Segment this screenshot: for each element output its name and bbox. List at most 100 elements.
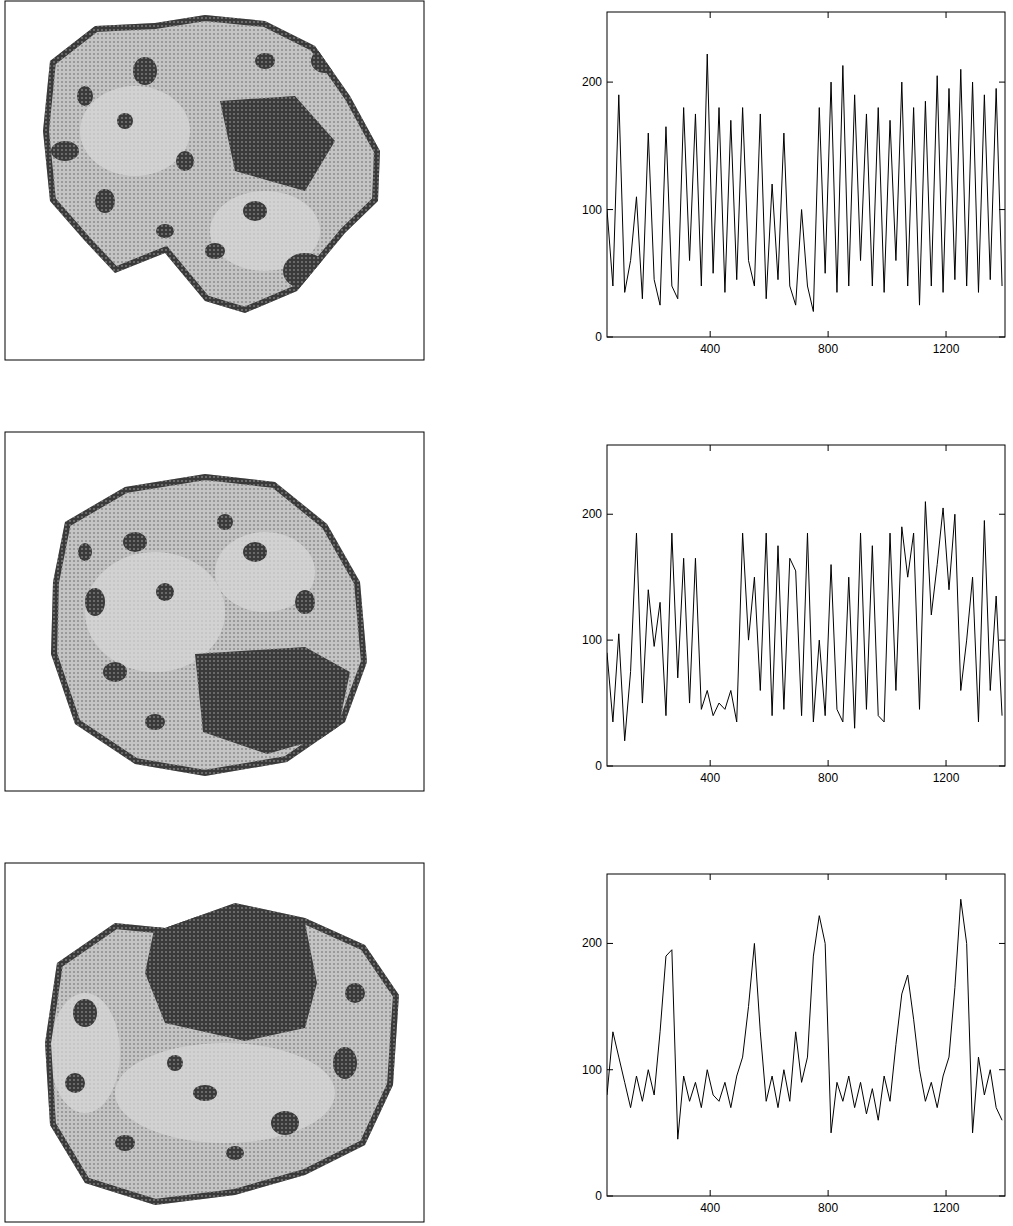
x-tick xyxy=(710,760,711,766)
dark-spot xyxy=(103,662,127,682)
y-tick-right xyxy=(999,766,1005,767)
nucleus-texture xyxy=(51,49,339,289)
x-tick xyxy=(828,760,829,766)
nucleus-texture xyxy=(50,908,365,1160)
x-tick xyxy=(946,331,947,337)
dark-spot xyxy=(243,201,267,221)
x-tick-top xyxy=(946,874,947,880)
dark-spot xyxy=(95,189,115,213)
image-frame xyxy=(5,432,424,791)
y-tick-label: 200 xyxy=(582,75,602,89)
nucleus-rim xyxy=(43,15,380,313)
dark-spot xyxy=(193,1085,217,1101)
x-tick-top xyxy=(946,12,947,18)
x-tick xyxy=(828,1190,829,1196)
x-tick-top xyxy=(828,874,829,880)
y-tick-right xyxy=(999,1069,1005,1070)
x-tick xyxy=(946,1190,947,1196)
x-tick-label: 800 xyxy=(818,771,838,785)
x-tick xyxy=(946,760,947,766)
plot-area xyxy=(607,12,1005,337)
series-line xyxy=(607,502,1002,741)
dark-spot xyxy=(226,1146,244,1160)
dark-spot xyxy=(133,57,157,85)
y-tick xyxy=(607,1196,613,1197)
dark-spot xyxy=(156,583,174,601)
dark-spot xyxy=(73,999,97,1027)
x-tick-label: 400 xyxy=(700,342,720,356)
y-tick-right xyxy=(999,514,1005,515)
y-tick xyxy=(607,514,613,515)
image-frame xyxy=(5,1,424,360)
x-tick xyxy=(710,1190,711,1196)
y-tick xyxy=(607,640,613,641)
plot-frame xyxy=(607,445,1005,766)
dark-spot xyxy=(243,542,267,562)
dark-spot xyxy=(65,1073,85,1093)
dark-spot xyxy=(167,1055,183,1071)
dark-spot xyxy=(145,714,165,730)
dark-spot xyxy=(205,243,225,259)
cell-image xyxy=(5,1,424,360)
x-tick-top xyxy=(710,12,711,18)
cell-image xyxy=(5,432,424,791)
dark-spot xyxy=(333,1047,357,1079)
x-tick-top xyxy=(946,445,947,451)
y-tick xyxy=(607,337,613,338)
nucleus-texture xyxy=(78,514,350,754)
y-tick xyxy=(607,209,613,210)
light-region xyxy=(115,1043,335,1143)
dark-region xyxy=(220,96,335,191)
y-tick-label: 100 xyxy=(582,633,602,647)
y-tick-label: 200 xyxy=(582,507,602,521)
x-tick-label: 400 xyxy=(700,1201,720,1215)
dark-spot xyxy=(176,151,194,171)
plot-frame xyxy=(607,874,1005,1196)
y-tick-right xyxy=(999,1196,1005,1197)
dark-spot xyxy=(115,1135,135,1151)
x-tick xyxy=(710,331,711,337)
y-tick-right xyxy=(999,337,1005,338)
cell-image xyxy=(5,863,424,1222)
x-tick-label: 800 xyxy=(818,1201,838,1215)
light-region xyxy=(80,86,190,176)
x-tick-top xyxy=(828,12,829,18)
x-tick xyxy=(828,331,829,337)
x-tick-label: 1200 xyxy=(933,771,960,785)
y-tick-right xyxy=(999,209,1005,210)
x-tick-label: 1200 xyxy=(933,1201,960,1215)
line-chart: 40080012000100200 xyxy=(582,445,1005,785)
dark-spot xyxy=(78,543,92,561)
x-tick-top xyxy=(710,874,711,880)
y-tick-right xyxy=(999,82,1005,83)
y-tick-label: 0 xyxy=(595,1189,602,1203)
dark-region xyxy=(195,647,350,754)
dark-spot xyxy=(117,113,133,129)
series-group xyxy=(607,899,1002,1139)
y-tick xyxy=(607,1069,613,1070)
dark-spot xyxy=(217,514,233,530)
figure: 4008001200010020040080012000100200400800… xyxy=(0,0,1013,1226)
dark-spot xyxy=(123,532,147,552)
image-frame xyxy=(5,863,424,1222)
dark-spot xyxy=(267,694,283,710)
plot-area xyxy=(607,445,1005,766)
y-tick-label: 100 xyxy=(582,203,602,217)
series-group xyxy=(607,502,1002,741)
dark-spot xyxy=(51,141,79,161)
dark-spot xyxy=(156,224,174,238)
y-tick-label: 0 xyxy=(595,759,602,773)
y-tick xyxy=(607,766,613,767)
y-tick-label: 200 xyxy=(582,936,602,950)
y-tick-label: 100 xyxy=(582,1063,602,1077)
plot-frame xyxy=(607,12,1005,337)
x-tick-label: 1200 xyxy=(933,342,960,356)
dark-spot xyxy=(77,86,93,106)
dark-spot xyxy=(271,1111,299,1135)
plot-area xyxy=(607,874,1005,1196)
dark-spot xyxy=(345,983,365,1003)
y-tick-right xyxy=(999,640,1005,641)
x-tick-label: 800 xyxy=(818,342,838,356)
x-tick-top xyxy=(828,445,829,451)
y-tick-label: 0 xyxy=(595,330,602,344)
